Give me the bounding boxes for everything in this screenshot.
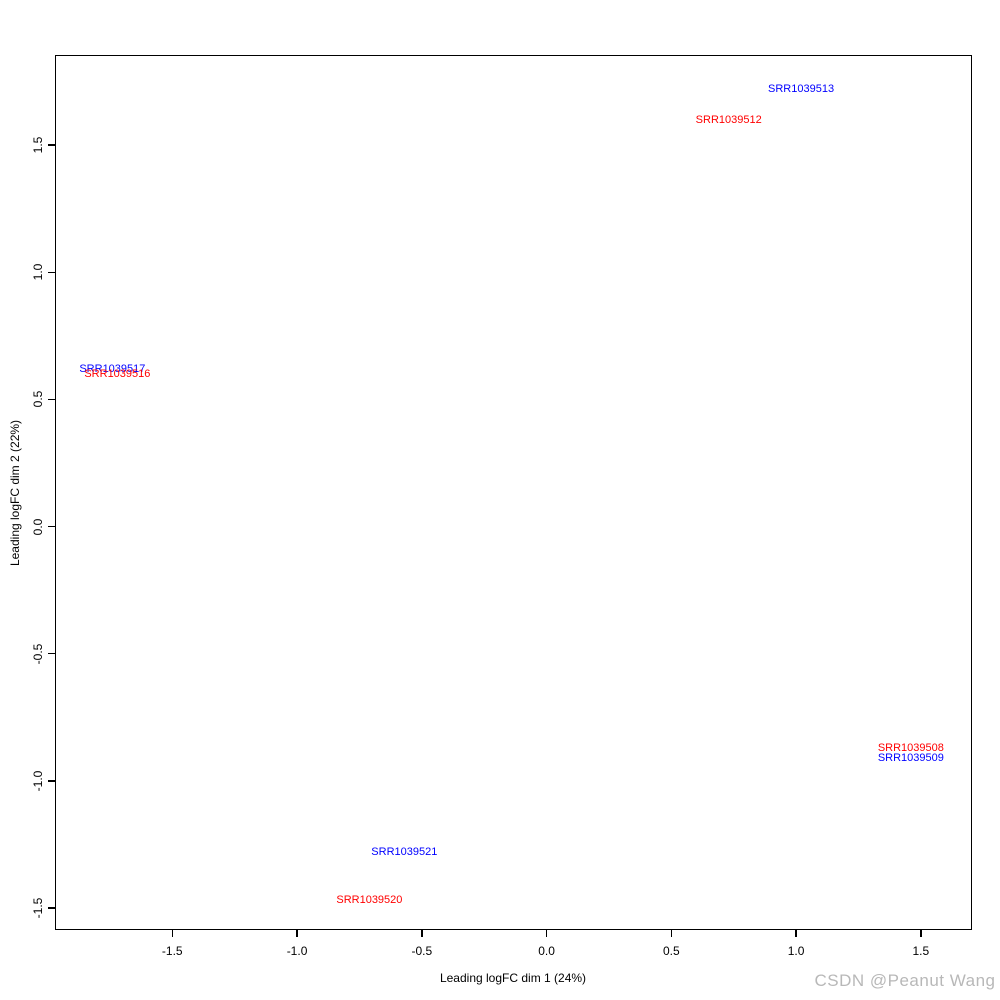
y-tick-mark: [48, 652, 55, 655]
sample-point-label: SRR1039520: [336, 894, 403, 907]
sample-point-label: SRR1039517: [79, 362, 146, 375]
sample-point-label: SRR1039513: [768, 83, 835, 96]
x-tick-label: 1.0: [787, 944, 805, 958]
x-tick-mark: [296, 930, 298, 937]
sample-point-label: SRR1039508: [877, 741, 944, 754]
y-tick-mark: [48, 144, 55, 146]
x-tick-label: -0.5: [411, 944, 433, 958]
sample-point-label: SRR1039509: [877, 751, 944, 764]
y-axis-title: Leading logFC dim 2 (22%): [8, 419, 22, 567]
x-tick-mark: [171, 930, 174, 937]
y-tick-mark: [48, 271, 55, 274]
x-axis-title: Leading logFC dim 1 (24%): [439, 971, 587, 985]
plot-area: [55, 55, 972, 930]
watermark: CSDN @Peanut Wang: [814, 971, 996, 990]
sample-point-label: SRR1039516: [84, 368, 151, 381]
y-tick-mark: [48, 398, 55, 401]
y-tick-mark: [48, 907, 55, 909]
x-tick-label: 0.0: [538, 944, 555, 958]
x-tick-mark: [670, 930, 673, 937]
x-tick-label: -1.0: [286, 944, 308, 958]
x-tick-label: -1.5: [161, 944, 183, 958]
x-tick-mark: [545, 930, 548, 937]
x-tick-mark: [421, 930, 423, 937]
y-tick-label: 1.0: [31, 264, 45, 281]
sample-point-label: SRR1039521: [371, 845, 438, 858]
y-tick-label: 1.5: [31, 136, 45, 154]
x-tick-mark: [920, 930, 922, 937]
sample-point-label: SRR1039512: [695, 113, 762, 126]
y-tick-mark: [48, 780, 55, 782]
y-tick-label: -1.0: [31, 770, 45, 792]
y-tick-mark: [48, 525, 55, 528]
y-tick-label: 0.0: [31, 518, 45, 535]
y-tick-label: 0.5: [31, 391, 45, 408]
y-tick-label: -0.5: [31, 643, 45, 664]
x-tick-mark: [795, 930, 797, 937]
x-tick-label: 0.5: [662, 944, 680, 958]
y-tick-label: -1.5: [31, 897, 45, 919]
x-tick-label: 1.5: [912, 944, 930, 958]
